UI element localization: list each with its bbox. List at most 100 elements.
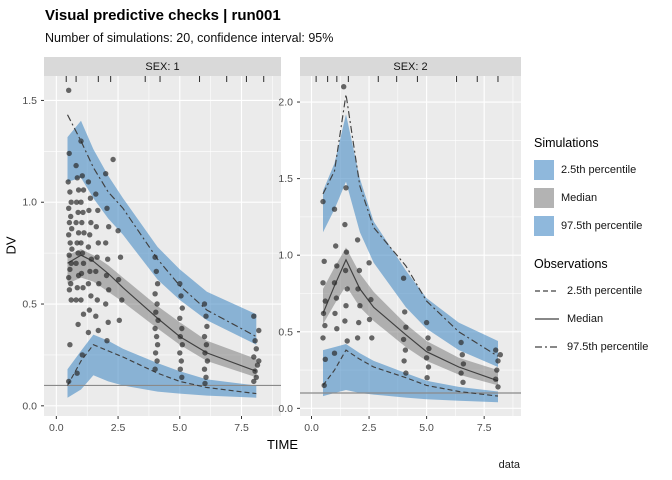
data-point (366, 316, 373, 323)
y-tick-label: 1.0 (278, 250, 293, 262)
data-point (104, 338, 110, 344)
data-point (105, 319, 111, 325)
data-point (201, 301, 208, 307)
data-point (460, 361, 467, 367)
x-tick-label: 5.0 (172, 422, 187, 434)
data-point (400, 275, 407, 281)
obs-line-2nd-percentile (66, 343, 257, 395)
data-point (65, 179, 71, 185)
legend-line-graphic (535, 318, 559, 320)
data-point (357, 303, 363, 309)
data-point (332, 310, 338, 317)
data-point (344, 338, 350, 344)
data-point (93, 191, 99, 197)
legend-item-obs-2-5: 2.5th percentile (534, 280, 670, 302)
data-point (106, 224, 112, 230)
data-point (320, 280, 326, 286)
data-point (320, 335, 326, 341)
data-point (343, 303, 349, 309)
data-point (495, 358, 501, 364)
data-point (66, 219, 73, 226)
data-point (400, 336, 407, 343)
data-point (80, 260, 87, 266)
data-point (152, 325, 158, 332)
y-tick-label: 0.0 (22, 400, 37, 412)
data-point (342, 318, 348, 324)
data-point (252, 368, 258, 374)
data-point (103, 301, 109, 307)
y-tick-label: 0.0 (278, 403, 293, 415)
data-point (74, 285, 80, 291)
data-point (95, 240, 101, 246)
data-point (204, 323, 210, 330)
data-point (154, 342, 161, 348)
legend-label-sim-2-5: 2.5th percentile (561, 164, 637, 176)
legend-label-sim-97-5: 97.5th percentile (561, 220, 643, 232)
data-point (105, 256, 111, 262)
data-point (74, 240, 80, 246)
data-point (152, 366, 158, 372)
x-tick-label: 7.5 (234, 422, 249, 434)
y-tick-label: 1.5 (278, 173, 293, 185)
y-tick-label: 1.5 (22, 95, 37, 107)
data-point (103, 272, 110, 279)
data-point (152, 350, 159, 356)
data-point (87, 195, 94, 201)
solid-line-icon (534, 311, 560, 327)
sim-ribbon-median (323, 247, 498, 386)
data-point (203, 374, 209, 380)
data-point (154, 281, 161, 287)
data-point (78, 240, 84, 246)
legend-label-obs-97-5: 97.5th percentile (567, 341, 649, 353)
data-point (369, 335, 375, 341)
data-point (458, 370, 464, 376)
data-point (67, 342, 73, 348)
x-tick-label: 7.5 (477, 422, 492, 434)
legend-label-sim-median: Median (561, 192, 598, 204)
data-point (68, 297, 74, 303)
data-point (495, 384, 501, 390)
data-point (179, 305, 185, 311)
data-point (79, 219, 85, 226)
data-point (85, 179, 92, 185)
x-tick-label: 0.0 (304, 422, 319, 434)
data-point (355, 286, 361, 292)
data-point (458, 339, 464, 346)
data-point (179, 342, 185, 348)
ribbon-swatch-icon (534, 216, 554, 236)
data-point (153, 268, 159, 275)
legend-title-simulations: Simulations (534, 136, 599, 150)
data-point (201, 333, 208, 340)
data-point (73, 199, 80, 205)
data-point (66, 252, 72, 258)
data-point (75, 250, 81, 256)
data-point (75, 321, 81, 328)
data-point (78, 270, 85, 277)
data-point (493, 376, 499, 382)
data-point (81, 230, 87, 236)
data-point (322, 356, 328, 362)
data-point (79, 173, 85, 179)
data-point (425, 335, 431, 341)
sim-ribbon-97th-percentile (67, 120, 257, 345)
data-point (155, 317, 161, 323)
data-point (79, 250, 86, 256)
data-point (115, 228, 121, 234)
data-point (256, 327, 262, 334)
data-point (119, 297, 125, 303)
data-point (322, 298, 328, 304)
data-point (354, 335, 361, 341)
obs-line-median (322, 258, 499, 382)
data-point (88, 256, 95, 262)
data-point (69, 246, 75, 252)
data-point (401, 358, 407, 364)
facet-panel-sex-2: 0.0 2.5 5.0 7.5 0.0 0.5 1.0 1.5 2.0 (278, 76, 521, 434)
x-axis-label: TIME (266, 437, 299, 452)
data-point (402, 309, 408, 315)
data-point (153, 309, 159, 315)
data-point (66, 205, 72, 211)
data-point (334, 326, 340, 332)
data-point (366, 260, 372, 266)
data-point (68, 281, 74, 287)
data-point (75, 230, 82, 236)
